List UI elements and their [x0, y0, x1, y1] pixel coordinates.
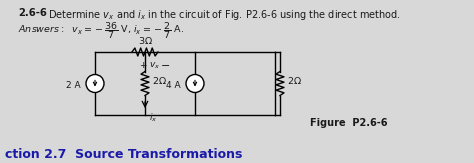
Circle shape: [186, 74, 204, 92]
Text: $i_x$: $i_x$: [149, 111, 157, 124]
Text: 2 A: 2 A: [66, 81, 81, 90]
Text: $v_x$: $v_x$: [149, 61, 161, 71]
Text: $2\Omega$: $2\Omega$: [287, 75, 302, 86]
Text: Determine $v_x$ and $i_x$ in the circuit of Fig. P2.6-6 using the direct method.: Determine $v_x$ and $i_x$ in the circuit…: [48, 8, 401, 22]
Circle shape: [86, 74, 104, 92]
Text: ction 2.7  Source Transformations: ction 2.7 Source Transformations: [5, 148, 242, 161]
Text: 4 A: 4 A: [166, 81, 181, 90]
Text: $2\Omega$: $2\Omega$: [152, 75, 167, 86]
Text: Figure  P2.6-6: Figure P2.6-6: [310, 118, 388, 128]
Text: −: −: [161, 61, 171, 71]
Text: +: +: [139, 61, 147, 71]
Text: $3\Omega$: $3\Omega$: [137, 35, 153, 46]
Text: $\it{Answers:}$  $v_x = -\dfrac{36}{7}$ V, $i_x = -\dfrac{2}{7}$ A.: $\it{Answers:}$ $v_x = -\dfrac{36}{7}$ V…: [18, 20, 184, 41]
Text: 2.6-6: 2.6-6: [18, 8, 47, 18]
